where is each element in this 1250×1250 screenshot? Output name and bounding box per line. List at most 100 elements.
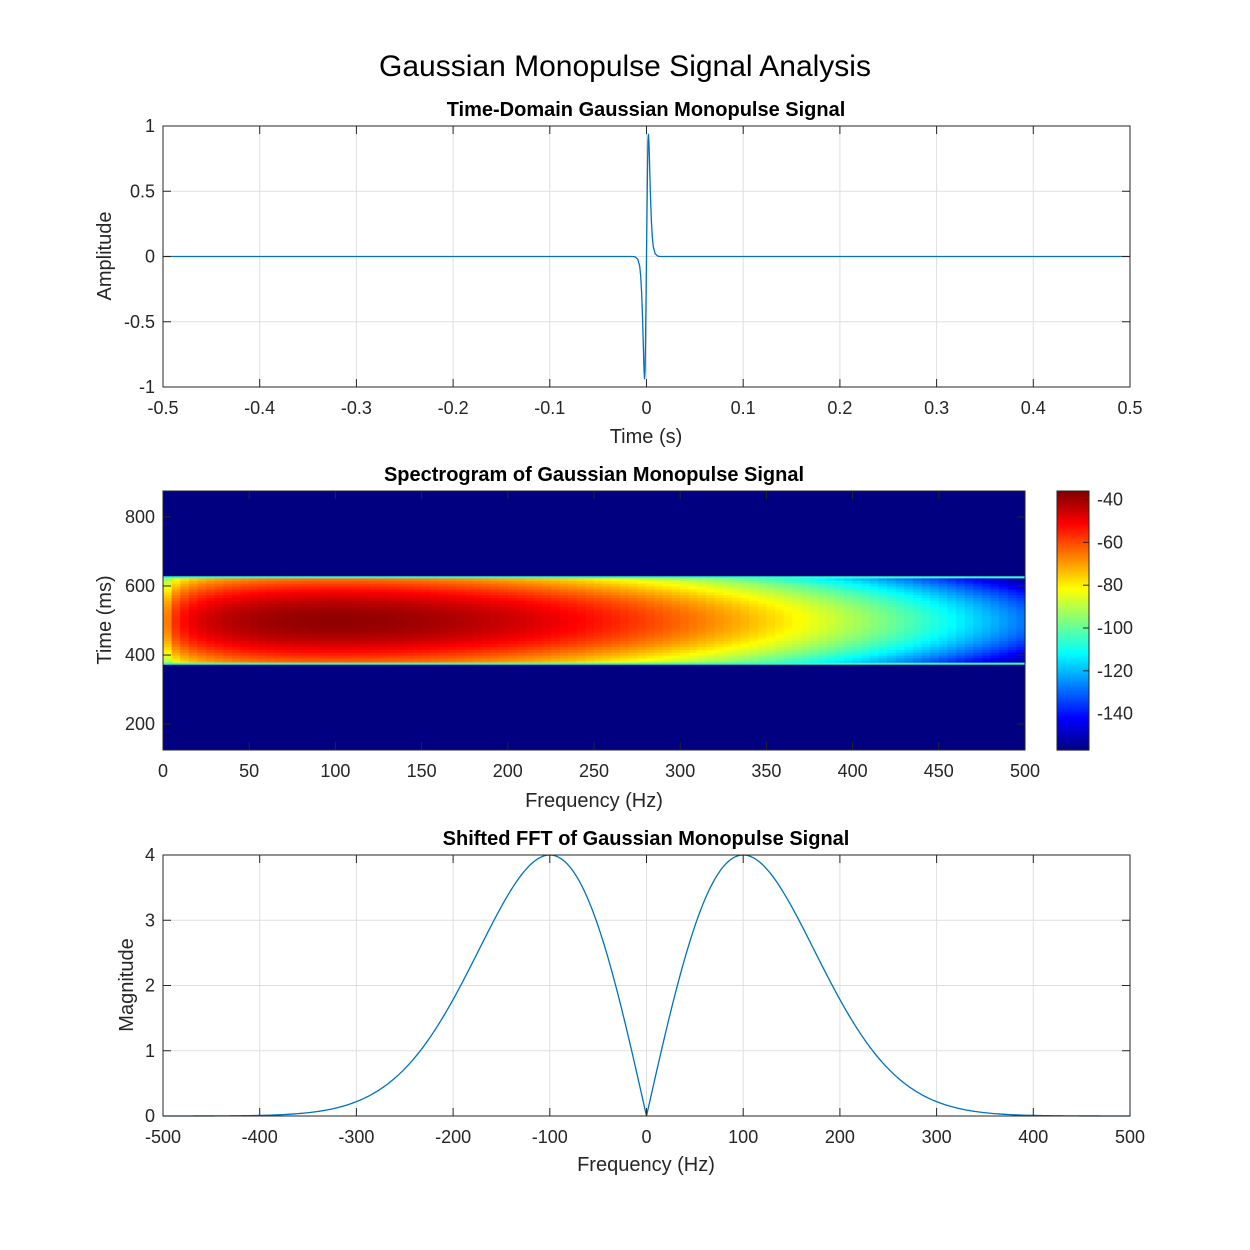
- spectrogram-cell: [619, 632, 630, 636]
- spectrogram-cell: [171, 655, 181, 659]
- spectrogram-cell: [637, 626, 647, 630]
- spectrogram-cell: [981, 640, 992, 645]
- spectrogram-cell: [723, 660, 733, 665]
- spectrogram-cell: [206, 606, 216, 610]
- spectrogram-cell: [533, 594, 543, 599]
- spectrogram-cell: [188, 588, 199, 593]
- spectrogram-cell: [516, 629, 526, 633]
- spectrogram-cell: [826, 577, 836, 581]
- spectrogram-cell: [999, 617, 1009, 622]
- time-domain-plot: -0.5 -0.4 -0.3 -0.2 -0.1 0 0.1 0.2 0.3 0.4 0.5 -1-…: [94, 99, 1143, 448]
- spectrogram-cell: [757, 640, 767, 645]
- spectrogram-cell: [869, 632, 880, 636]
- spectrogram-cell: [421, 640, 431, 645]
- spectrogram-cell: [464, 660, 474, 665]
- spectrogram-cell: [300, 608, 311, 613]
- p3-y-tick-label: 0: [145, 1106, 155, 1126]
- p3-x-tick-label: 200: [825, 1127, 855, 1147]
- spectrogram-cell: [990, 585, 1000, 590]
- spectrogram-cell: [826, 657, 836, 662]
- spectrogram-cell: [809, 608, 819, 613]
- colorbar-swatch: [1057, 667, 1089, 671]
- spectrogram-cell: [559, 614, 569, 619]
- spectrogram-cell: [206, 657, 216, 662]
- spectrogram-cell: [938, 640, 949, 645]
- spectrogram-cell: [852, 660, 862, 665]
- spectrogram-cell: [731, 649, 742, 653]
- spectrogram-cell: [378, 594, 388, 599]
- spectrogram-cell: [852, 655, 862, 659]
- colorbar-swatch: [1057, 616, 1089, 619]
- spectrogram-cell: [369, 623, 380, 627]
- spectrogram-cell: [981, 611, 992, 616]
- spectrogram-cell: [861, 600, 871, 604]
- spectrogram-cell: [430, 594, 440, 599]
- spectrogram-cell: [257, 603, 268, 607]
- spectrogram-cell: [835, 660, 845, 665]
- spectrogram-cell: [387, 660, 397, 665]
- spectrogram-cell: [594, 603, 604, 607]
- spectrogram-cell: [257, 643, 268, 647]
- spectrogram-cell: [412, 611, 423, 616]
- spectrogram-cell: [249, 652, 259, 656]
- spectrogram-cell: [878, 649, 888, 653]
- spectrogram-cell: [188, 660, 199, 665]
- spectrogram-cell: [628, 623, 638, 627]
- spectrogram-cell: [869, 583, 880, 587]
- spectrogram-cell: [852, 597, 862, 601]
- spectrogram-cell: [800, 594, 811, 599]
- spectrogram-cell: [956, 660, 966, 665]
- spectrogram-cell: [568, 600, 578, 604]
- colorbar-swatch: [1057, 739, 1089, 742]
- spectrogram-cell: [525, 600, 535, 604]
- spectrogram-cell: [395, 646, 405, 650]
- spectrogram-cell: [188, 608, 199, 613]
- spectrogram-cell: [249, 583, 259, 587]
- spectrogram-cell: [180, 580, 190, 584]
- spectrogram-cell: [671, 655, 681, 659]
- spectrogram-cell: [525, 657, 535, 662]
- spectrogram-cell: [878, 629, 888, 633]
- spectrogram-cell: [542, 655, 552, 659]
- spectrogram-cell: [1007, 629, 1017, 633]
- spectrogram-cell: [240, 655, 250, 659]
- spectrogram-cell: [611, 583, 621, 587]
- spectrogram-cell: [404, 623, 414, 627]
- spectrogram-cell: [662, 634, 673, 639]
- spectrogram-cell: [430, 652, 440, 656]
- spectrogram-cell: [292, 580, 302, 584]
- spectrogram-cell: [904, 611, 914, 616]
- spectrogram-cell: [464, 649, 474, 653]
- spectrogram-cell: [464, 591, 474, 596]
- spectrogram-cell: [240, 608, 250, 613]
- spectrogram-cell: [456, 606, 466, 610]
- spectrogram-cell: [275, 623, 285, 627]
- spectrogram-cell: [990, 657, 1000, 662]
- spectrogram-cell: [404, 608, 414, 613]
- spectrogram-cell: [757, 600, 767, 604]
- spectrogram-cell: [249, 591, 259, 596]
- spectrogram-cell: [956, 603, 966, 607]
- spectrogram-cell: [740, 657, 750, 662]
- spectrogram-cell: [585, 606, 595, 610]
- spectrogram-cell: [740, 617, 750, 622]
- spectrogram-cell: [757, 634, 767, 639]
- spectrogram-cell: [507, 646, 518, 650]
- spectrogram-cell: [843, 640, 854, 645]
- spectrogram-cell: [197, 634, 207, 639]
- spectrogram-cell: [895, 614, 905, 619]
- spectrogram-cell: [999, 580, 1009, 584]
- spectrogram-cell: [283, 640, 293, 645]
- spectrogram-cell: [869, 611, 880, 616]
- spectrogram-cell: [326, 603, 336, 607]
- spectrogram-cell: [843, 588, 854, 593]
- spectrogram-cell: [300, 634, 311, 639]
- p2-x-tick-label: 100: [320, 761, 350, 781]
- spectrogram-cell: [163, 620, 173, 624]
- spectrogram-cell: [723, 617, 733, 622]
- spectrogram-cell: [688, 640, 699, 645]
- spectrogram-cell: [257, 617, 268, 622]
- p2-x-tick-label: 50: [239, 761, 259, 781]
- colorbar-swatch: [1057, 624, 1089, 628]
- spectrogram-cell: [231, 608, 242, 613]
